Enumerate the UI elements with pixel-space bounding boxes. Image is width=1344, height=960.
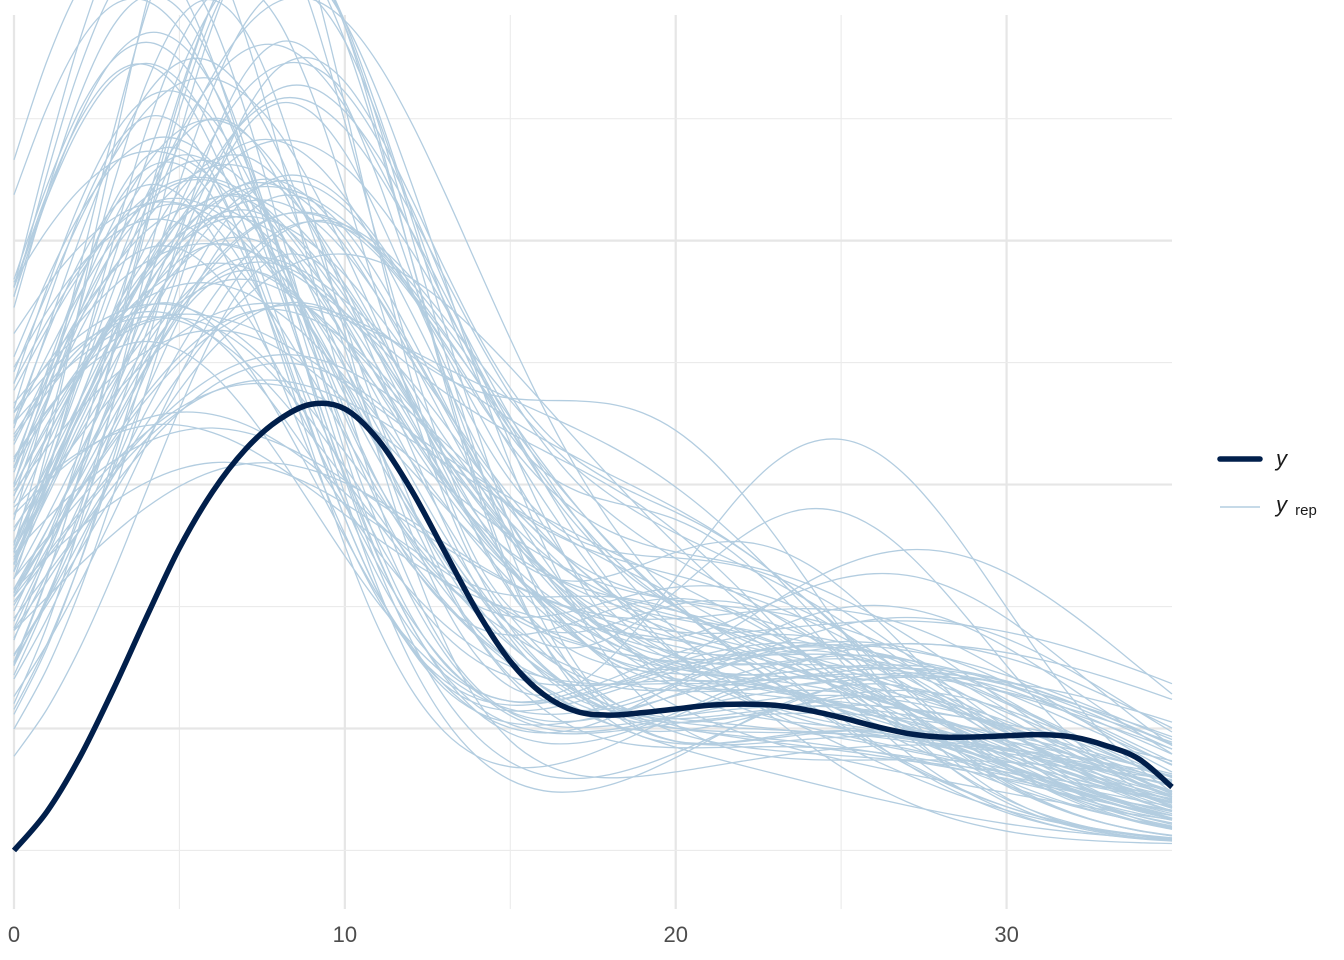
yrep-line <box>13 0 1173 808</box>
legend-label-yrep: y rep <box>1274 492 1317 519</box>
legend-label-y: y <box>1274 446 1289 471</box>
yrep-line <box>13 304 1173 830</box>
yrep-line <box>13 243 1173 809</box>
x-tick-label-30: 30 <box>994 922 1018 947</box>
y-density-line <box>11 400 1174 853</box>
legend-label-yrep-main: y <box>1274 492 1289 517</box>
yrep-line <box>13 119 1173 796</box>
yrep-line <box>13 220 1173 828</box>
x-tick-label-20: 20 <box>663 922 687 947</box>
legend-label-yrep-subscript: rep <box>1295 502 1317 519</box>
y-line <box>11 400 1174 853</box>
x-tick-label-0: 0 <box>8 922 20 947</box>
yrep-line <box>13 154 1173 840</box>
yrep-line <box>13 411 1173 723</box>
yrep-line <box>13 0 1173 793</box>
yrep-line <box>13 63 1173 765</box>
yrep-density-lines <box>13 0 1173 845</box>
yrep-line <box>13 278 1173 806</box>
yrep-line <box>13 176 1173 804</box>
yrep-line <box>13 77 1173 800</box>
yrep-line <box>13 0 1173 842</box>
yrep-line <box>13 179 1173 795</box>
x-tick-label-10: 10 <box>333 922 357 947</box>
yrep-line <box>13 199 1173 750</box>
yrep-line <box>13 193 1173 779</box>
yrep-line <box>13 139 1173 786</box>
yrep-line <box>13 194 1173 701</box>
yrep-line <box>13 362 1173 762</box>
yrep-line <box>13 211 1173 796</box>
legend: y y rep <box>1217 446 1317 519</box>
yrep-line <box>13 0 1173 840</box>
yrep-line <box>13 31 1173 783</box>
yrep-line <box>13 203 1173 817</box>
yrep-line <box>13 183 1173 778</box>
yrep-line <box>13 194 1173 815</box>
x-axis-tick-labels: 0 10 20 30 <box>8 922 1019 947</box>
yrep-line <box>13 236 1173 803</box>
yrep-line <box>13 245 1173 782</box>
yrep-line <box>13 269 1173 743</box>
yrep-line <box>13 138 1173 745</box>
yrep-line <box>13 302 1173 836</box>
yrep-line <box>13 0 1173 781</box>
grid <box>12 15 1172 909</box>
yrep-line <box>13 201 1173 794</box>
yrep-line <box>13 462 1173 773</box>
yrep-line <box>13 0 1173 787</box>
yrep-line <box>13 41 1173 780</box>
yrep-line <box>13 96 1173 845</box>
yrep-line <box>13 62 1173 745</box>
yrep-line <box>13 0 1173 775</box>
yrep-line <box>13 101 1173 812</box>
yrep-line <box>13 181 1173 747</box>
yrep-line <box>13 117 1173 793</box>
